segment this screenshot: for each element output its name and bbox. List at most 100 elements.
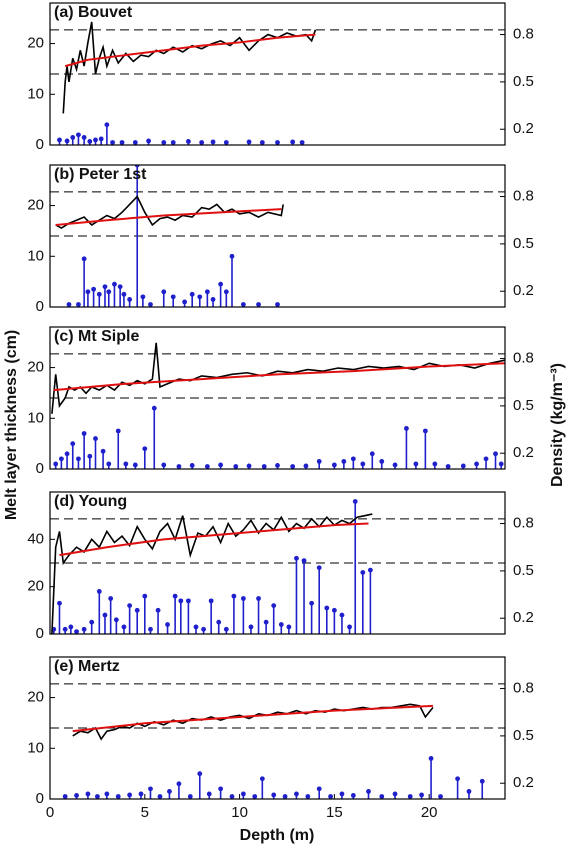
melt-layer [106,461,112,469]
stem-head [422,428,428,434]
melt-layer [324,605,330,634]
melt-layer [316,458,322,469]
stem-head [102,284,108,290]
stem-head [76,456,81,462]
stem-head [76,132,81,138]
melt-layer [248,624,254,634]
stem-head [96,589,102,594]
melt-layer [407,794,413,799]
stem-head [189,291,195,297]
stem-head [121,291,127,297]
melt-layer [259,140,265,145]
y2-tick-label: 0.5 [513,235,534,252]
stem-head [121,624,127,630]
panel-title: (e) Mertz [54,658,120,675]
stem-head [204,289,210,295]
melt-layer [127,296,133,307]
melt-layer [87,139,93,145]
panel: 0 10 20 0.2 0.5 0.8 (b) Peter 1st [27,164,534,315]
plot-area [50,683,505,799]
melt-layer [182,299,188,307]
melt-layer [392,791,398,799]
fit-line [59,522,369,557]
panel-frame [49,164,506,308]
y-tick-label: 0 [36,625,44,642]
melt-layer [142,593,148,634]
plot-area [50,342,505,469]
x-tick-label: 0 [46,804,54,821]
melt-layer [112,281,117,307]
melt-layer [119,140,125,145]
y-tick-label: 10 [27,409,44,426]
melt-layer [218,281,224,307]
melt-layer [316,565,322,634]
melt-layer [367,567,373,634]
stem-head [352,499,358,504]
melt-layer [91,286,97,307]
stem-head [70,134,76,140]
stem-head [170,140,176,145]
stem-head [438,794,443,799]
x-tick-label: 5 [141,804,149,821]
stem-head [70,441,76,447]
melt-layer [460,463,466,469]
melt-layer [286,624,292,634]
stem-head [76,302,81,307]
panel-frame [49,656,506,800]
stem-head [140,294,146,300]
melt-layer [278,622,284,634]
stem-head [93,137,98,143]
melt-layer [161,289,167,307]
melt-layer [81,134,87,145]
stem-head [218,786,224,792]
melt-layer [96,589,102,634]
panel-title: (d) Young [54,493,127,510]
melt-layer [331,462,337,469]
melt-layer [138,791,144,799]
melt-layer [89,619,95,634]
stem-head [113,617,119,623]
stem-head [98,136,104,142]
melt-layer [275,463,280,469]
y2-tick-label: 0.5 [513,562,534,579]
stem-head [290,139,296,145]
melt-layer [263,619,269,634]
melt-layer [303,463,309,469]
melt-layer [132,140,138,145]
fit-line [53,362,505,392]
melt-layer [246,139,252,145]
stem-head [275,302,280,307]
stem-head [64,451,70,457]
stem-head [127,296,133,302]
melt-layer [94,794,100,799]
stem-head [148,302,153,307]
stem-head [240,791,246,797]
panel-frame [49,491,506,635]
stem-head [360,570,366,575]
y-tick-label: 20 [27,578,44,595]
stem-head [148,786,153,792]
melt-layer [98,136,104,145]
melt-layer [466,788,472,799]
stem-head [112,281,117,287]
melt-layer [259,776,265,799]
stem-head [498,461,504,467]
stem-head [479,778,485,784]
stem-head [331,607,337,613]
melt-layer [70,134,76,145]
stem-head [229,794,235,799]
stem-head [106,461,112,467]
y-tick-label: 0 [36,790,44,807]
stem-head [229,253,235,259]
y-tick-label: 0 [36,136,44,153]
stem-head [369,451,375,457]
x-tick-label: 10 [231,804,248,821]
stem-head [252,794,258,799]
panel: 0 20 40 0.2 0.5 0.8 (d) Young [27,491,534,642]
melt-layer [146,138,151,145]
stem-head [223,140,229,145]
melt-layer [483,456,489,469]
stem-head [161,140,167,145]
stem-head [172,593,178,599]
melt-layer [294,555,299,634]
